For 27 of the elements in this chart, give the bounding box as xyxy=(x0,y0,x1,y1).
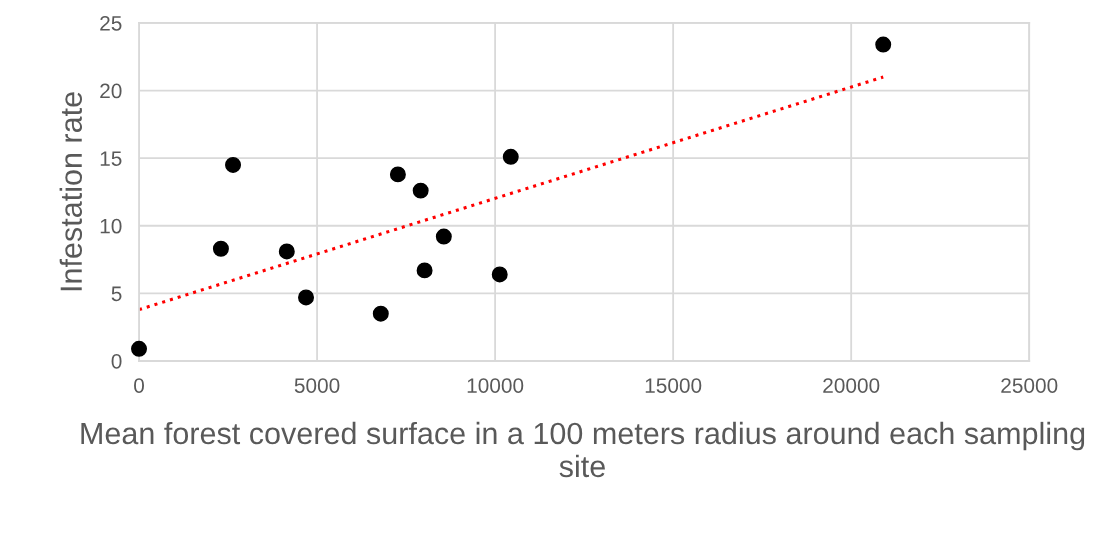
point xyxy=(412,182,429,199)
point xyxy=(298,289,315,306)
x-tick-label: 25000 xyxy=(1001,378,1058,393)
x-tick-label: 0 xyxy=(134,378,144,393)
x-tick-label: 5000 xyxy=(294,378,340,393)
point xyxy=(131,340,148,357)
x-axis-title: Mean forest covered surface in a 100 meters radius around each sampling site xyxy=(81,421,1085,478)
y-tick-label: 25 xyxy=(100,15,122,31)
point xyxy=(278,243,295,260)
y-tick-label: 10 xyxy=(100,218,122,234)
point xyxy=(389,166,406,183)
point xyxy=(491,266,508,283)
point xyxy=(225,156,242,173)
point xyxy=(212,240,229,257)
y-tick-label: 5 xyxy=(111,286,122,302)
y-tick-label: 20 xyxy=(100,83,122,99)
point xyxy=(435,228,452,245)
y-axis-title: Infestation rate xyxy=(59,92,83,291)
point xyxy=(875,36,892,53)
x-tick-label: 10000 xyxy=(467,378,524,393)
point xyxy=(416,262,433,279)
x-tick-label: 15000 xyxy=(645,378,702,393)
point xyxy=(502,148,519,165)
point xyxy=(372,305,389,322)
y-tick-label: 15 xyxy=(100,151,122,166)
x-tick-label: 20000 xyxy=(823,378,880,393)
y-tick-label: 0 xyxy=(111,353,122,369)
